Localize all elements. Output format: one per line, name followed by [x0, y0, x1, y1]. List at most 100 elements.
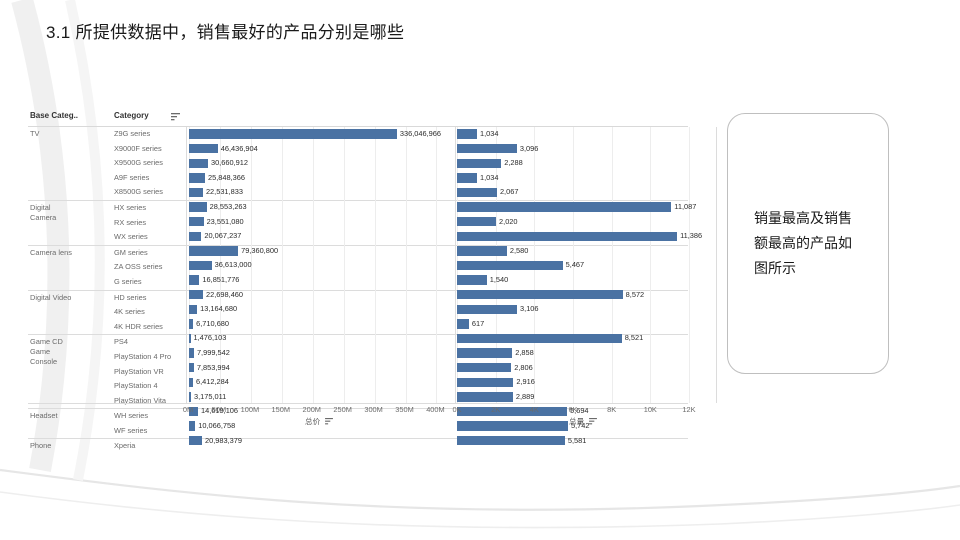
- bar[interactable]: [189, 435, 202, 446]
- bar[interactable]: [457, 202, 672, 212]
- bar-row[interactable]: 6,412,284: [187, 375, 455, 390]
- bar-row[interactable]: 2,020: [455, 215, 716, 230]
- bar[interactable]: [457, 129, 477, 139]
- bar-row[interactable]: 2,858: [455, 346, 716, 361]
- bar-row[interactable]: 16,851,776: [187, 273, 455, 288]
- table-row[interactable]: A9F series: [28, 171, 688, 186]
- bar-row[interactable]: 336,046,966: [187, 127, 455, 142]
- bar-row[interactable]: 28,553,263: [187, 200, 455, 215]
- bar[interactable]: [457, 275, 487, 285]
- bar[interactable]: [189, 173, 205, 183]
- bar-row[interactable]: 2,580: [455, 244, 716, 259]
- bar-row[interactable]: 6,710,680: [187, 317, 455, 332]
- sort-descending-icon[interactable]: [171, 113, 180, 121]
- bar-row[interactable]: 20,067,237: [187, 229, 455, 244]
- sort-descending-icon-right-axis[interactable]: [589, 418, 598, 427]
- bar-row[interactable]: 1,540: [455, 273, 716, 288]
- bar-row[interactable]: 25,848,366: [187, 171, 455, 186]
- bar[interactable]: [457, 216, 497, 227]
- bar[interactable]: [189, 421, 196, 431]
- table-row[interactable]: PlayStation Vita: [28, 394, 688, 409]
- table-row[interactable]: WF series: [28, 424, 688, 439]
- table-row[interactable]: PlayStation VR: [28, 365, 688, 380]
- bar[interactable]: [189, 406, 199, 417]
- bar[interactable]: [189, 231, 202, 241]
- bar[interactable]: [189, 348, 194, 358]
- bar[interactable]: [189, 377, 193, 387]
- table-row[interactable]: Phone Xperia: [28, 438, 688, 454]
- bar-row[interactable]: 617: [455, 317, 716, 332]
- bar[interactable]: [457, 406, 568, 417]
- table-row[interactable]: X9500G series: [28, 156, 688, 171]
- bar[interactable]: [457, 158, 502, 168]
- bar[interactable]: [457, 362, 512, 373]
- bar[interactable]: [457, 304, 518, 314]
- bar-row[interactable]: 1,034: [455, 171, 716, 186]
- bar[interactable]: [457, 348, 513, 358]
- bar-row[interactable]: 22,698,460: [187, 288, 455, 303]
- bar-row[interactable]: 2,916: [455, 375, 716, 390]
- bar-row[interactable]: 8,572: [455, 288, 716, 303]
- bar[interactable]: [189, 362, 194, 373]
- bar[interactable]: [189, 275, 200, 285]
- bar-row[interactable]: 11,087: [455, 200, 716, 215]
- bar[interactable]: [457, 260, 563, 271]
- table-row[interactable]: ZA OSS series: [28, 260, 688, 275]
- table-row[interactable]: RX series: [28, 216, 688, 231]
- bar-row[interactable]: 79,360,800: [187, 244, 455, 259]
- table-row[interactable]: WX series: [28, 230, 688, 245]
- bar-row[interactable]: 36,613,000: [187, 258, 455, 273]
- bar-row[interactable]: 5,742: [455, 419, 716, 434]
- bar[interactable]: [457, 187, 497, 198]
- bar[interactable]: [189, 392, 191, 402]
- bar[interactable]: [457, 333, 622, 344]
- table-row[interactable]: PlayStation 4 Pro: [28, 350, 688, 365]
- bar[interactable]: [457, 289, 623, 300]
- table-row[interactable]: 4K series: [28, 305, 688, 320]
- bar[interactable]: [457, 319, 469, 329]
- bar[interactable]: [189, 216, 204, 227]
- table-row[interactable]: X8500G series: [28, 185, 688, 200]
- table-row[interactable]: PlayStation 4: [28, 379, 688, 394]
- bar-row[interactable]: 7,999,542: [187, 346, 455, 361]
- bar-row[interactable]: 8,521: [455, 331, 716, 346]
- bar-row[interactable]: 2,806: [455, 361, 716, 376]
- bar-row[interactable]: 46,436,904: [187, 142, 455, 157]
- bar[interactable]: [189, 333, 191, 344]
- bar[interactable]: [189, 260, 212, 271]
- bar-row[interactable]: 2,889: [455, 390, 716, 405]
- bar-row[interactable]: 1,476,103: [187, 331, 455, 346]
- bar[interactable]: [457, 392, 513, 402]
- table-row[interactable]: X9000F series: [28, 142, 688, 157]
- bar-row[interactable]: 30,660,912: [187, 156, 455, 171]
- bar[interactable]: [457, 246, 507, 256]
- sort-descending-icon-left-axis[interactable]: [325, 418, 334, 427]
- bar[interactable]: [457, 231, 678, 241]
- bar[interactable]: [189, 202, 207, 212]
- bar-row[interactable]: 5,581: [455, 434, 716, 449]
- bar[interactable]: [189, 319, 194, 329]
- table-row[interactable]: Digital Camera HX series: [28, 199, 688, 222]
- table-row[interactable]: Headset WH series: [28, 408, 688, 424]
- bar-row[interactable]: 3,175,011: [187, 390, 455, 405]
- bar-row[interactable]: 20,983,379: [187, 434, 455, 449]
- bar-row[interactable]: 7,853,994: [187, 361, 455, 376]
- bar-row[interactable]: 1,034: [455, 127, 716, 142]
- bar-row[interactable]: 2,288: [455, 156, 716, 171]
- bar-row[interactable]: 23,551,080: [187, 215, 455, 230]
- bar[interactable]: [457, 173, 477, 183]
- bar[interactable]: [189, 129, 397, 139]
- bar-row[interactable]: 10,066,758: [187, 419, 455, 434]
- bar[interactable]: [457, 435, 565, 446]
- bar[interactable]: [189, 143, 218, 154]
- table-row[interactable]: 4K HDR series: [28, 320, 688, 335]
- bar-row[interactable]: 5,694: [455, 404, 716, 419]
- bar[interactable]: [457, 143, 517, 154]
- bar-row[interactable]: 3,096: [455, 142, 716, 157]
- table-row[interactable]: G series: [28, 275, 688, 290]
- bar[interactable]: [189, 158, 208, 168]
- table-row[interactable]: Digital Video HD series: [28, 289, 688, 306]
- table-row[interactable]: TV Z9G series: [28, 127, 688, 142]
- bar[interactable]: [189, 304, 198, 314]
- bar[interactable]: [189, 187, 203, 198]
